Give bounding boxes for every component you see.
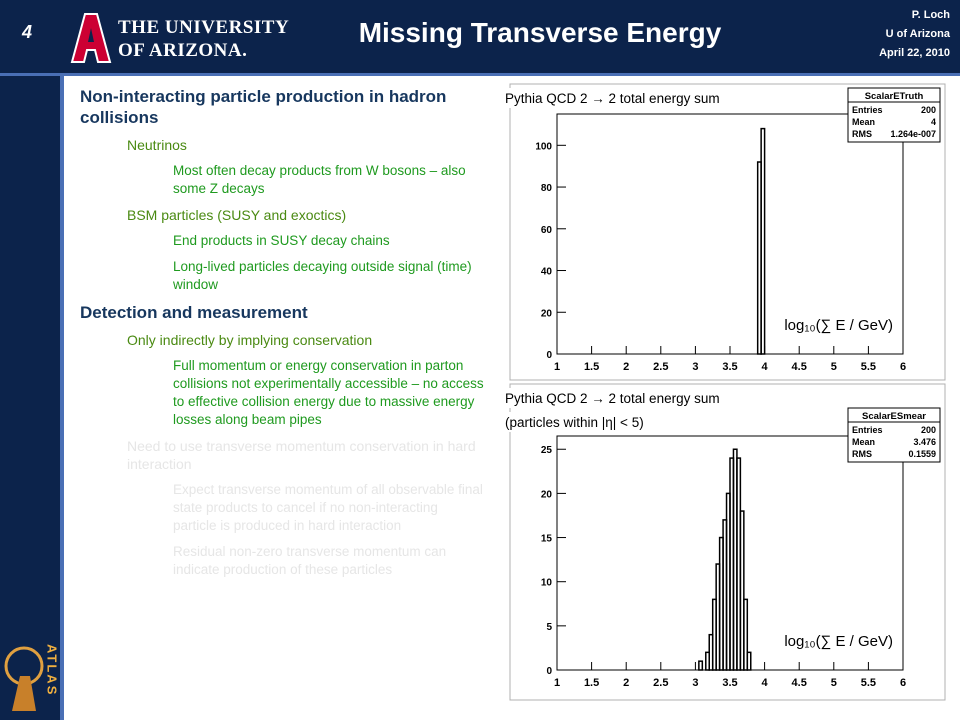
bullet: Neutrinos	[127, 137, 187, 153]
bullet: Residual non-zero transverse momentum ca…	[173, 544, 447, 577]
stats-value: 3.476	[913, 437, 936, 447]
bullet: Detection and measurement	[80, 303, 308, 322]
title-box	[500, 88, 735, 108]
bullet: Need to use transverse momentum conserva…	[127, 438, 476, 472]
stats-label: RMS	[852, 129, 872, 139]
meta: P. Loch U of Arizona April 22, 2010	[840, 6, 950, 63]
y-tick-label: 20	[541, 489, 553, 500]
y-tick-label: 40	[541, 267, 553, 278]
y-tick-label: 100	[535, 141, 552, 152]
bin	[760, 127, 766, 355]
title-box	[500, 388, 735, 408]
x-tick-label: 5	[831, 361, 837, 373]
slide-number: 4	[22, 22, 33, 42]
stats-title: ScalarETruth	[865, 91, 924, 102]
header-bar	[0, 0, 960, 76]
stats-value: 1.264e-007	[890, 129, 936, 139]
stats-value: 0.1559	[908, 449, 936, 459]
x-tick-label: 3.5	[722, 677, 737, 689]
x-tick-label: 3	[692, 677, 698, 689]
x-tick-label: 4.5	[792, 677, 807, 689]
x-tick-label: 5.5	[861, 677, 876, 689]
university-logo	[70, 13, 112, 63]
bin	[698, 660, 704, 671]
x-tick-label: 2	[623, 677, 629, 689]
y-tick-label: 20	[541, 308, 553, 319]
slide-title: Missing Transverse Energy	[358, 17, 722, 48]
side-bar	[0, 76, 64, 720]
x-tick-label: 1	[554, 361, 560, 373]
stats-label: RMS	[852, 449, 872, 459]
y-tick-label: 15	[541, 534, 553, 545]
stats-box	[847, 407, 941, 463]
bullet: Only indirectly by implying conservation	[127, 332, 373, 348]
bin	[746, 651, 752, 671]
bullet: End products in SUSY decay chains	[173, 233, 390, 248]
date: April 22, 2010	[879, 47, 950, 59]
bullet: Expect transverse momentum of all observ…	[173, 482, 483, 533]
bullet: Non-interacting particle production in h…	[80, 87, 447, 127]
stats-label: Entries	[852, 105, 883, 115]
x-axis-label: log₁₀(∑ E / GeV)	[784, 633, 893, 650]
x-tick-label: 6	[900, 361, 906, 373]
x-tick-label: 4	[762, 361, 769, 373]
bullet: Most often decay products from W bosons …	[173, 163, 466, 196]
y-tick-label: 5	[546, 622, 552, 633]
stats-box	[847, 87, 941, 143]
stats-label: Mean	[852, 117, 875, 127]
x-tick-label: 2.5	[653, 677, 668, 689]
stats-label: Mean	[852, 437, 875, 447]
y-tick-label: 80	[541, 183, 553, 194]
x-tick-label: 5.5	[861, 361, 876, 373]
y-tick-label: 0	[546, 666, 552, 677]
x-tick-label: 4	[762, 677, 769, 689]
bullet: Full momentum or energy conservation in …	[173, 358, 484, 427]
chart-title: (particles within |η| < 5)	[505, 415, 644, 430]
logo-line: OF ARIZONA.	[118, 40, 248, 61]
x-axis-label: log₁₀(∑ E / GeV)	[784, 317, 893, 334]
stats-title: ScalarESmear	[862, 411, 926, 422]
atlas-logo: ATLAS	[4, 644, 60, 711]
x-tick-label: 6	[900, 677, 906, 689]
stats-value: 200	[921, 425, 936, 435]
x-tick-label: 4.5	[792, 361, 807, 373]
author: P. Loch	[911, 9, 950, 21]
bullet-list: Non-interacting particle production in h…	[80, 86, 485, 587]
x-tick-label: 2.5	[653, 361, 668, 373]
title-box	[500, 412, 735, 432]
affiliation: U of Arizona	[885, 28, 950, 40]
stats-value: 4	[931, 117, 936, 127]
x-tick-label: 3	[692, 361, 698, 373]
y-tick-label: 25	[541, 445, 553, 456]
y-tick-label: 60	[541, 225, 553, 236]
x-tick-label: 1.5	[584, 677, 599, 689]
x-tick-label: 3.5	[722, 361, 737, 373]
x-tick-label: 1.5	[584, 361, 599, 373]
stats-label: Entries	[852, 425, 883, 435]
x-tick-label: 1	[554, 677, 560, 689]
x-tick-label: 5	[831, 677, 837, 689]
chart-title: Pythia QCD 2 → 2 total energy sum	[505, 391, 720, 406]
logo-line: THE UNIVERSITY	[118, 17, 290, 38]
bullet: Long-lived particles decaying outside si…	[173, 259, 472, 292]
bullet: BSM particles (SUSY and exoctics)	[127, 207, 347, 223]
bin	[739, 510, 745, 671]
y-tick-label: 0	[546, 350, 552, 361]
stats-value: 200	[921, 105, 936, 115]
chart-title: Pythia QCD 2 → 2 total energy sum	[505, 91, 720, 106]
x-tick-label: 2	[623, 361, 629, 373]
bin	[743, 598, 749, 671]
atlas-text: ATLAS	[45, 644, 60, 696]
y-tick-label: 10	[541, 578, 553, 589]
